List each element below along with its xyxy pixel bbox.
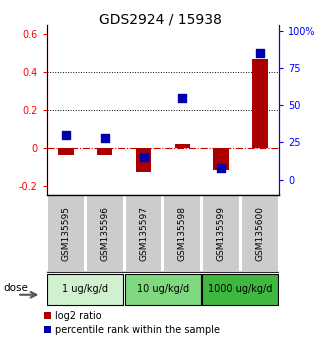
Text: GSM135596: GSM135596	[100, 206, 109, 261]
Text: GSM135600: GSM135600	[256, 206, 265, 261]
Bar	[163, 195, 201, 272]
Bar	[86, 195, 124, 272]
Text: 10 ug/kg/d: 10 ug/kg/d	[137, 284, 189, 294]
Bar	[241, 195, 279, 272]
Text: GSM135597: GSM135597	[139, 206, 148, 261]
Bar	[58, 148, 74, 155]
Point	[141, 154, 146, 160]
Bar	[175, 144, 190, 148]
Text: 1 ug/kg/d: 1 ug/kg/d	[62, 284, 108, 294]
Bar	[252, 59, 268, 148]
Point	[180, 95, 185, 101]
Point	[257, 51, 263, 56]
Point	[102, 135, 107, 141]
Point	[219, 165, 224, 171]
Text: GSM135595: GSM135595	[61, 206, 70, 261]
Bar	[202, 195, 240, 272]
Text: GDS2924 / 15938: GDS2924 / 15938	[99, 12, 222, 27]
Text: dose: dose	[3, 283, 28, 293]
Text: GSM135598: GSM135598	[178, 206, 187, 261]
Bar	[125, 274, 201, 305]
Bar	[213, 148, 229, 170]
Bar	[47, 195, 85, 272]
Bar	[203, 274, 279, 305]
Point	[63, 132, 68, 138]
Bar	[97, 148, 112, 155]
Bar	[125, 195, 162, 272]
Text: 1000 ug/kg/d: 1000 ug/kg/d	[208, 284, 273, 294]
Text: GSM135599: GSM135599	[217, 206, 226, 261]
Legend: log2 ratio, percentile rank within the sample: log2 ratio, percentile rank within the s…	[42, 309, 222, 337]
Bar	[47, 274, 123, 305]
Bar	[136, 148, 151, 172]
